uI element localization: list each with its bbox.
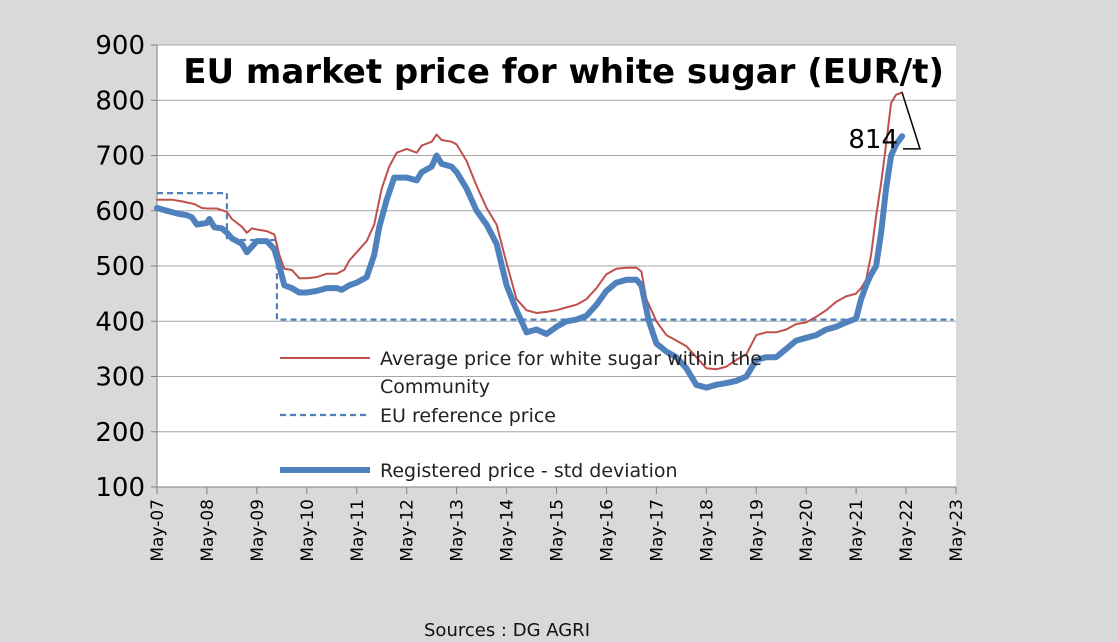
x-tick-label: May-17	[647, 499, 667, 562]
y-tick-label: 100	[95, 473, 145, 503]
axes: 100 200 300 400 500 600 700 800 900 May-07 May-08 M…	[95, 31, 967, 562]
y-tick-label: 300	[95, 363, 145, 393]
x-tick-label: May-07	[148, 499, 168, 562]
labels: EU market price for white sugar (EUR/t) 8…	[183, 52, 944, 155]
x-tick-label: May-11	[348, 499, 368, 562]
y-tick-label: 400	[95, 307, 145, 337]
series-line-thin	[156, 91, 904, 371]
x-tick-label: May-12	[398, 499, 418, 562]
x-tick-label: May-23	[947, 499, 967, 562]
legend-label-reference: EU reference price	[380, 405, 556, 427]
x-tick-label: May-22	[897, 499, 917, 562]
x-tick-label: May-21	[847, 499, 867, 562]
legend-label-average-line1: Average price for white sugar within the	[380, 348, 762, 370]
series-line-thick	[154, 133, 906, 391]
x-tick-label: May-20	[797, 499, 817, 562]
y-tick-label: 900	[95, 31, 145, 61]
legend-label-average-line2: Community	[380, 376, 490, 398]
y-tick-label: 200	[95, 418, 145, 448]
y-tick-label: 600	[95, 197, 145, 227]
y-tick-label: 500	[95, 252, 145, 282]
x-tick-label: May-13	[448, 499, 468, 562]
gridlines	[157, 44, 956, 433]
x-tick-label: May-19	[747, 499, 767, 562]
legend-label-registered: Registered price - std deviation	[380, 460, 678, 482]
x-tick-label: May-14	[498, 499, 518, 562]
x-tick-label: May-08	[198, 499, 218, 562]
annotation-leader	[901, 92, 922, 150]
series-layer	[154, 91, 954, 391]
chart-title: EU market price for white sugar (EUR/t)	[183, 52, 944, 92]
x-tick-label: May-16	[597, 499, 617, 562]
source-note: Sources : DG AGRI	[424, 620, 590, 641]
y-tick-label: 800	[95, 86, 145, 116]
x-tick-label: May-10	[298, 499, 318, 562]
x-tick-label: May-15	[548, 499, 568, 562]
annotation-814: 814	[848, 125, 898, 155]
legend: Average price for white sugar within the…	[280, 348, 762, 482]
y-tick-label: 700	[95, 142, 145, 172]
x-tick-label: May-18	[697, 499, 717, 562]
x-tick-label: May-09	[248, 499, 268, 562]
